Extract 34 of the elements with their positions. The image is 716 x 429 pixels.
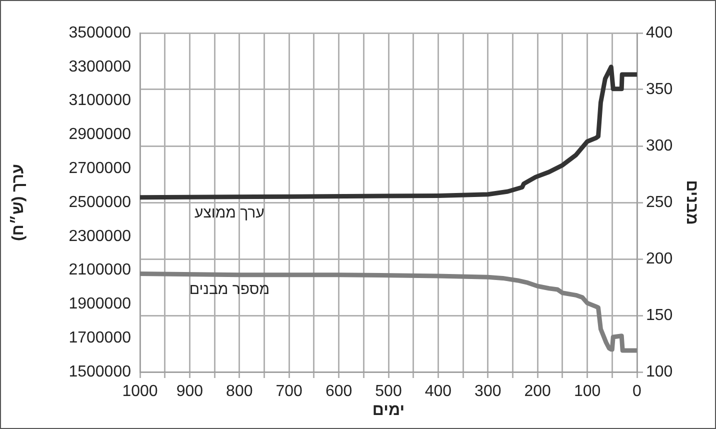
- series-label: מספר מבנים: [189, 280, 270, 298]
- y-tick-label: 3300000: [68, 58, 132, 76]
- y-tick-label: 1700000: [68, 330, 132, 347]
- y-tick-label: 2300000: [68, 228, 132, 245]
- y-tick-label: 2700000: [68, 160, 132, 178]
- y-tick-label: 3500000: [68, 24, 132, 42]
- y2-tick-label: 150: [646, 306, 673, 324]
- x-tick-label: 200: [524, 383, 552, 400]
- y-tick-label: 3100000: [68, 92, 132, 110]
- y-tick-label: 1900000: [68, 296, 132, 313]
- x-tick-label: 600: [325, 383, 352, 400]
- y2-tick-label: 250: [646, 194, 673, 211]
- series-label: ערך ממוצע: [194, 204, 264, 222]
- y-tick-label: 2900000: [68, 126, 132, 144]
- y2-tick-label: 200: [646, 250, 673, 268]
- x-tick-label: 300: [474, 383, 502, 400]
- y-tick-label: 2500000: [68, 194, 132, 211]
- y2-tick-label: 350: [646, 80, 673, 98]
- y2-axis-title: מבנים: [682, 180, 700, 225]
- y-tick-label: 2100000: [68, 262, 132, 279]
- x-tick-label: 500: [375, 383, 402, 400]
- x-tick-label: 700: [276, 383, 303, 400]
- x-tick-label: 0: [632, 383, 642, 400]
- x-tick-label: 900: [176, 383, 204, 400]
- x-tick-label: 1000: [122, 383, 158, 400]
- x-axis-title: ימים: [372, 402, 405, 419]
- y2-tick-label: 400: [646, 24, 673, 42]
- y2-tick-label: 100: [646, 363, 673, 380]
- y-tick-label: 1500000: [68, 363, 132, 380]
- x-tick-label: 800: [226, 383, 253, 400]
- y2-tick-label: 300: [646, 137, 673, 154]
- y-axis-title: ערך (ש״ח): [9, 164, 28, 242]
- x-tick-label: 100: [574, 383, 601, 400]
- x-tick-label: 400: [424, 383, 452, 400]
